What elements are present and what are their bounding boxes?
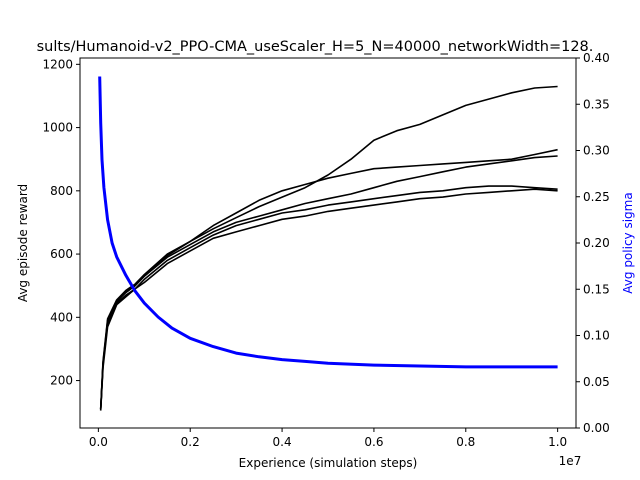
y-right-tick-label: 0.15	[583, 282, 610, 296]
y-right-tick-label: 0.40	[583, 51, 610, 65]
series-layer	[98, 76, 558, 411]
y-right-tick-label: 0.25	[583, 190, 610, 204]
x-tick-label: 1.0	[548, 435, 567, 449]
reward-series-line-5	[99, 85, 558, 410]
reward-series-line-4	[99, 148, 558, 409]
y-left-tick-label: 800	[50, 184, 73, 198]
sigma-series-line	[98, 76, 558, 369]
y-right-tick-label: 0.35	[583, 97, 610, 111]
chart-title: sults/Humanoid-v2_PPO-CMA_useScaler_H=5_…	[37, 39, 594, 55]
y-right-tick-label: 0.05	[583, 375, 610, 389]
reward-series-line-2	[99, 185, 558, 411]
y-right-tick-label: 0.10	[583, 329, 610, 343]
reward-series-line-1	[99, 188, 558, 410]
y-axis-left: 200 400 600 800 1000 1200	[42, 57, 80, 388]
y-left-tick-label: 200	[50, 374, 73, 388]
y-right-tick-label: 0.30	[583, 144, 610, 158]
y-left-tick-label: 1200	[42, 57, 73, 71]
x-tick-label: 0.0	[89, 435, 108, 449]
plot-frame	[79, 57, 577, 429]
x-tick-label: 0.8	[456, 435, 475, 449]
y-axis-right: 0.00 0.05 0.10 0.15 0.20 0.25 0.30 0.35 0.40	[576, 51, 610, 435]
y-left-tick-label: 600	[50, 247, 73, 261]
reward-series-line-3	[99, 155, 558, 410]
x-axis-label: Experience (simulation steps)	[239, 456, 418, 470]
y-left-tick-label: 400	[50, 310, 73, 324]
x-tick-label: 0.4	[273, 435, 292, 449]
y-right-tick-label: 0.20	[583, 236, 610, 250]
x-tick-label: 0.6	[364, 435, 383, 449]
x-tick-label: 0.2	[181, 435, 200, 449]
x-axis-offset: 1e7	[559, 454, 582, 468]
x-axis: 0.0 0.2 0.4 0.6 0.8 1.0	[89, 428, 567, 449]
y-axis-right-label: Avg policy sigma	[621, 192, 635, 293]
y-right-tick-label: 0.00	[583, 421, 610, 435]
y-axis-left-label: Avg episode reward	[16, 184, 30, 302]
y-left-tick-label: 1000	[42, 121, 73, 135]
